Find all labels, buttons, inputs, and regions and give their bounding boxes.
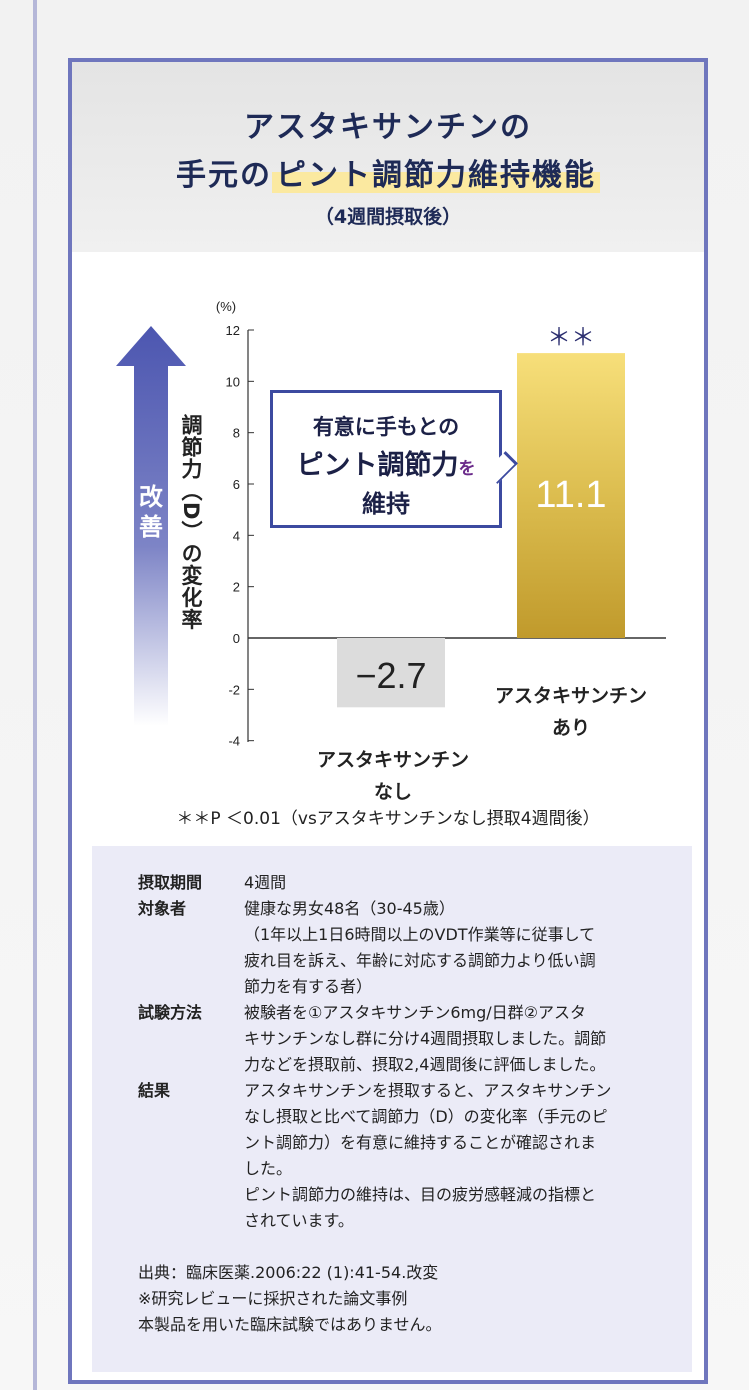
info-value-line: 健康な男女48名（30-45歳） <box>244 899 455 918</box>
info-value-line: されています。 <box>244 1211 354 1230</box>
info-value-line: ピント調節力の維持は、目の疲労感軽減の指標と <box>244 1185 597 1204</box>
y-tick-label: 10 <box>226 374 240 389</box>
category-label: アスタキサンチン <box>495 685 647 707</box>
callout-particle: を <box>458 459 476 479</box>
info-value-line: 被験者を①アスタキサンチン6mg/日群②アスタ <box>244 1003 587 1022</box>
info-value-line: 節力を有する者） <box>244 977 373 996</box>
y-unit-label: (%) <box>216 299 236 314</box>
info-value-line: （1年以上1日6時間以上のVDT作業等に従事して <box>244 925 596 944</box>
callout-box: 有意に手もとの ピント調節力を 維持 <box>270 390 502 528</box>
callout-emphasis: ピント調節力 <box>296 450 459 481</box>
y-tick-label: -2 <box>228 682 240 697</box>
info-value: 健康な男女48名（30-45歳） （1年以上1日6時間以上のVDT作業等に従事して… <box>244 896 660 1000</box>
study-panel: アスタキサンチンの 手元の ピント調節力維持機能 （4週間摂取後） 改善 調節力（… <box>68 58 708 1384</box>
y-tick-label: 12 <box>226 323 240 338</box>
bar-without-astaxanthin <box>337 638 445 708</box>
value-label: 11.1 <box>535 474 606 516</box>
source-line: 本製品を用いた臨床試験ではありません。 <box>138 1315 442 1334</box>
side-rule <box>33 0 37 1390</box>
title-area: アスタキサンチンの 手元の ピント調節力維持機能 （4週間摂取後） <box>72 62 704 252</box>
info-key: 摂取期間 <box>138 873 203 892</box>
info-value: 4週間 <box>244 870 660 896</box>
study-info-box: 摂取期間 4週間対象者 健康な男女48名（30-45歳） （1年以上1日6時間以上のV… <box>92 846 692 1372</box>
y-axis-title: 調節力（D）の変化率 <box>179 414 203 631</box>
callout-line1: 有意に手もとの <box>312 414 460 439</box>
significance-mark: ＊＊ <box>547 324 595 351</box>
callout-line3: 維持 <box>362 489 410 518</box>
title-line1: アスタキサンチンの <box>244 110 532 145</box>
info-value-line: した。 <box>244 1159 293 1178</box>
value-label: −2.7 <box>355 655 426 696</box>
category-label: なし <box>374 781 412 803</box>
category-label: アスタキサンチン <box>317 749 469 771</box>
title-prefix: 手元の <box>176 158 272 193</box>
y-tick-label: 4 <box>233 528 240 543</box>
title-line2: 手元の ピント調節力維持機能 <box>72 150 704 194</box>
y-tick-label: 2 <box>233 580 240 595</box>
info-value-line: アスタキサンチンを摂取すると、アスタキサンチン <box>244 1081 612 1100</box>
callout-line2: ピント調節力を <box>273 443 499 482</box>
arrow-label: 改善 <box>139 483 163 541</box>
source-notes: 出典：臨床医薬.2006:22 (1):41-54.改変 ※研究レビューに採択され… <box>138 1260 668 1338</box>
info-value: 被験者を①アスタキサンチン6mg/日群②アスタキサンチンなし群に分け4週間摂取し… <box>244 1000 660 1078</box>
info-value-line: ント調節力）を有意に維持することが確認されま <box>244 1133 597 1152</box>
info-key: 結果 <box>138 1081 171 1100</box>
significance-footnote: ＊＊P ＜0.01（vsアスタキサンチンなし摂取4週間後） <box>176 809 600 829</box>
info-value-line: キサンチンなし群に分け4週間摂取しました。調節 <box>244 1029 607 1048</box>
category-label: あり <box>552 717 590 739</box>
info-value: アスタキサンチンを摂取すると、アスタキサンチン なし摂取と比べて調節力（D）の変化… <box>244 1078 660 1234</box>
info-value-line: なし摂取と比べて調節力（D）の変化率（手元のピ <box>244 1107 608 1126</box>
title-highlight: ピント調節力維持機能 <box>272 158 600 193</box>
title-sub: （4週間摂取後） <box>314 206 462 228</box>
y-tick-label: 0 <box>233 631 240 646</box>
info-value-line: 4週間 <box>244 873 287 892</box>
source-line: 出典：臨床医薬.2006:22 (1):41-54.改変 <box>138 1263 439 1282</box>
info-value-line: 疲れ目を訴え、年齢に対応する調節力より低い調 <box>244 951 596 970</box>
info-value-line: 力などを摂取前、摂取2,4週間後に評価しました。 <box>244 1055 606 1074</box>
y-tick-label: 6 <box>233 477 240 492</box>
info-key: 試験方法 <box>138 1003 203 1022</box>
bar-with-astaxanthin <box>517 353 625 638</box>
y-tick-label: -4 <box>228 734 240 749</box>
improvement-arrow-icon <box>116 326 186 726</box>
bar-chart: (%)121086420-2-4−2.7アスタキサンチンなし11.1＊＊アスタキ… <box>216 299 666 803</box>
y-tick-label: 8 <box>233 426 240 441</box>
info-key: 対象者 <box>138 899 187 918</box>
source-line: ※研究レビューに採択された論文事例 <box>138 1289 408 1308</box>
